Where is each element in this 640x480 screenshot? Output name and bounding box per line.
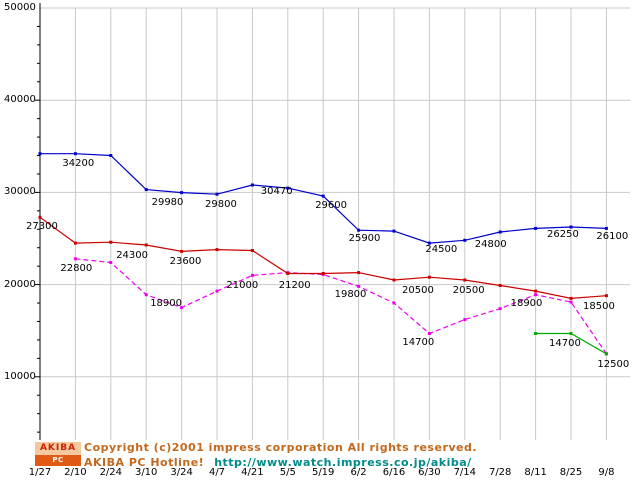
site-line: AKIBA PC Hotline! http://www.watch.impres… — [84, 454, 477, 469]
x-axis-tick-label: 7/28 — [488, 467, 512, 478]
x-axis-tick-label: 5/5 — [279, 467, 296, 478]
x-axis-tick-label: 5/19 — [311, 467, 335, 478]
logo-pchotline-text: PC Hotline — [35, 455, 81, 466]
x-axis-tick-label: 8/11 — [524, 467, 547, 478]
x-axis-tick-label: 6/30 — [418, 467, 441, 478]
x-axis-tick-label: 6/16 — [382, 467, 406, 478]
x-axis-tick-label: 9/8 — [598, 467, 615, 478]
x-axis-tick-label: 6/2 — [350, 467, 367, 478]
site-name: AKIBA PC Hotline! — [84, 456, 205, 469]
x-axis-labels: 1/27 2/10 2/24 3/10 3/24 4/7 4/21 5/5 5/19 6/2 6/1… — [0, 468, 640, 480]
x-axis-tick-label: 2/10 — [64, 467, 87, 478]
x-axis-tick-label: 4/7 — [208, 467, 226, 478]
footer-text: Copyright (c)2001 impress corporation Al… — [84, 441, 477, 469]
site-url: http://www.watch.impress.co.jp/akiba/ — [214, 456, 472, 469]
footer-bar: AKIBA PC Hotline Copyright (c)2001 impre… — [0, 440, 640, 480]
x-axis-tick-label: 3/24 — [170, 467, 193, 478]
x-axis-tick-label: 7/14 — [453, 467, 477, 478]
copyright-line: Copyright (c)2001 impress corporation Al… — [84, 441, 478, 454]
x-axis-tick-label: 1/27 — [28, 467, 52, 478]
x-axis-tick-label: 3/10 — [134, 467, 158, 478]
akiba-pc-hotline-logo: AKIBA PC Hotline — [35, 442, 81, 466]
x-axis-tick-label: 8/25 — [559, 467, 583, 478]
logo-akiba-text: AKIBA — [35, 442, 81, 455]
x-axis-tick-label: 2/24 — [99, 467, 123, 478]
x-axis-tick-label: 4/21 — [241, 467, 264, 478]
